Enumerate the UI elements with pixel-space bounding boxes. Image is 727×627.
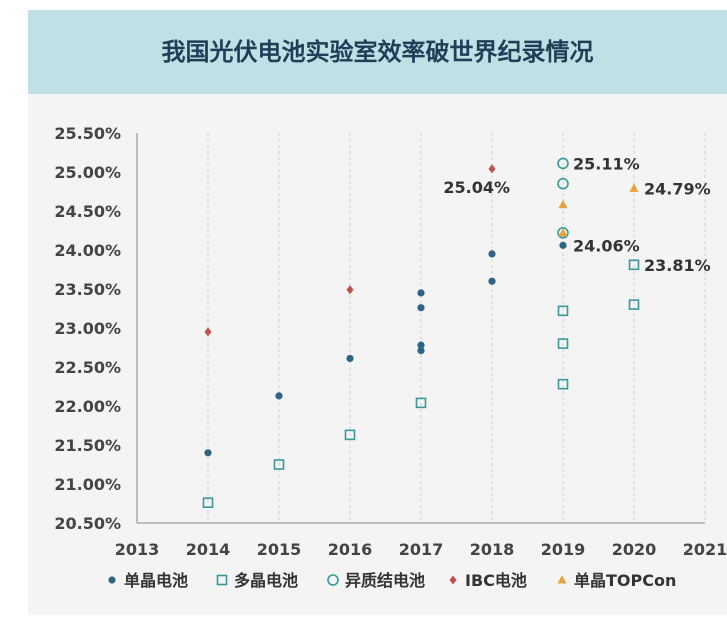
y-tick-label: 22.50% xyxy=(54,358,121,377)
axes: 2013 2014 2015 2016 2017 2018 2019 2020 2021 20.5… xyxy=(54,124,727,559)
data-point xyxy=(628,299,640,310)
x-tick-label: 2016 xyxy=(328,540,373,559)
legend-marker xyxy=(557,575,567,584)
data-point xyxy=(417,347,425,355)
data-point xyxy=(488,277,496,285)
legend-label: 单晶TOPCon xyxy=(574,571,676,590)
title-band xyxy=(28,10,727,94)
x-tick-label: 2017 xyxy=(399,540,444,559)
data-label: 25.11% xyxy=(573,154,640,173)
data-label: 24.79% xyxy=(644,179,711,198)
y-tick-label: 20.50% xyxy=(54,514,121,533)
data-point xyxy=(558,227,568,237)
chart-panel xyxy=(28,10,727,615)
legend-label: IBC电池 xyxy=(465,571,527,590)
x-tick-label: 2021 xyxy=(683,540,727,559)
x-tick-label: 2018 xyxy=(470,540,515,559)
data-point xyxy=(629,183,639,192)
data-point xyxy=(346,285,354,295)
data-point xyxy=(275,392,283,400)
x-tick-label: 2019 xyxy=(541,540,586,559)
y-tick-label: 25.50% xyxy=(54,124,121,143)
data-point xyxy=(557,338,569,349)
data-point xyxy=(417,304,425,312)
y-tick-label: 24.50% xyxy=(54,202,121,221)
legend-label: 多晶电池 xyxy=(234,571,298,590)
x-tick-label: 2015 xyxy=(257,540,302,559)
legend-marker xyxy=(216,574,228,586)
y-tick-label: 21.00% xyxy=(54,475,121,494)
y-tick-label: 24.00% xyxy=(54,241,121,260)
grid-lines xyxy=(207,133,706,523)
y-tick-label: 25.00% xyxy=(54,163,121,182)
data-point xyxy=(415,397,427,409)
data-point xyxy=(417,341,425,349)
data-point xyxy=(488,164,496,174)
data-label: 25.04% xyxy=(443,178,510,197)
y-tick-label: 23.50% xyxy=(54,280,121,299)
data-label: 23.81% xyxy=(644,256,711,275)
y-tick-label: 22.00% xyxy=(54,397,121,416)
legend-marker xyxy=(108,576,116,584)
data-point xyxy=(557,177,569,190)
data-point xyxy=(557,378,569,390)
data-label: 24.06% xyxy=(573,236,640,255)
data-point xyxy=(559,241,567,249)
y-tick-label: 21.50% xyxy=(54,436,121,455)
data-point xyxy=(204,327,212,337)
data-point xyxy=(488,250,496,258)
data-point xyxy=(557,305,569,317)
x-tick-label: 2020 xyxy=(612,540,657,559)
data-point xyxy=(628,259,640,271)
legend-label: 单晶电池 xyxy=(124,571,188,590)
x-tick-label: 2014 xyxy=(186,540,231,559)
data-point xyxy=(558,199,568,209)
data-point xyxy=(273,459,285,470)
legend-marker xyxy=(327,574,339,586)
legend-label: 异质结电池 xyxy=(345,571,425,590)
legend-marker xyxy=(449,575,457,585)
data-point xyxy=(346,354,354,363)
data-point xyxy=(417,289,425,297)
data-point xyxy=(202,497,214,509)
legend: 单晶电池 多晶电池 异质结电池 IBC电池 单晶TOPCon xyxy=(108,571,676,590)
data-points xyxy=(202,157,640,509)
y-tick-label: 23.00% xyxy=(54,319,121,338)
data-labels: 25.04% 25.11% 24.06% 24.79% 23.81% xyxy=(443,154,710,274)
data-point xyxy=(557,157,569,170)
data-point xyxy=(344,429,356,441)
data-point xyxy=(204,449,212,457)
x-tick-label: 2013 xyxy=(115,540,160,559)
chart-title: 我国光伏电池实验室效率破世界纪录情况 xyxy=(161,38,594,66)
